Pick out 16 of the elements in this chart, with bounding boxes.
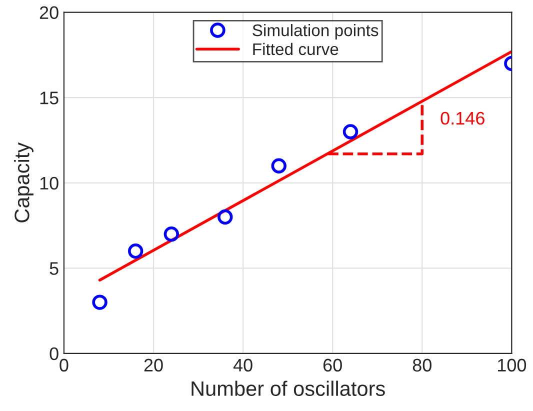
y-tick-label: 5 bbox=[50, 262, 58, 275]
legend-label: Fitted curve bbox=[253, 42, 338, 56]
annotation: 0.146 bbox=[440, 112, 484, 125]
y-tick-label: 10 bbox=[40, 176, 58, 190]
x-axis-title: Number of oscillators bbox=[192, 380, 385, 396]
legend-label: Simulation points bbox=[252, 24, 378, 40]
x-tick-label: 0 bbox=[60, 358, 68, 372]
x-tick-label: 80 bbox=[412, 358, 432, 372]
x-tick-label: 60 bbox=[323, 358, 342, 372]
y-tick-label: 20 bbox=[40, 6, 58, 20]
x-tick-label: 40 bbox=[233, 358, 252, 372]
y-axis-title: Capacity bbox=[14, 142, 34, 222]
x-tick-label: 20 bbox=[144, 358, 163, 372]
x-tick-label: 100 bbox=[498, 358, 526, 372]
y-tick-label: 0 bbox=[50, 347, 58, 360]
y-tick-label: 15 bbox=[40, 92, 58, 104]
